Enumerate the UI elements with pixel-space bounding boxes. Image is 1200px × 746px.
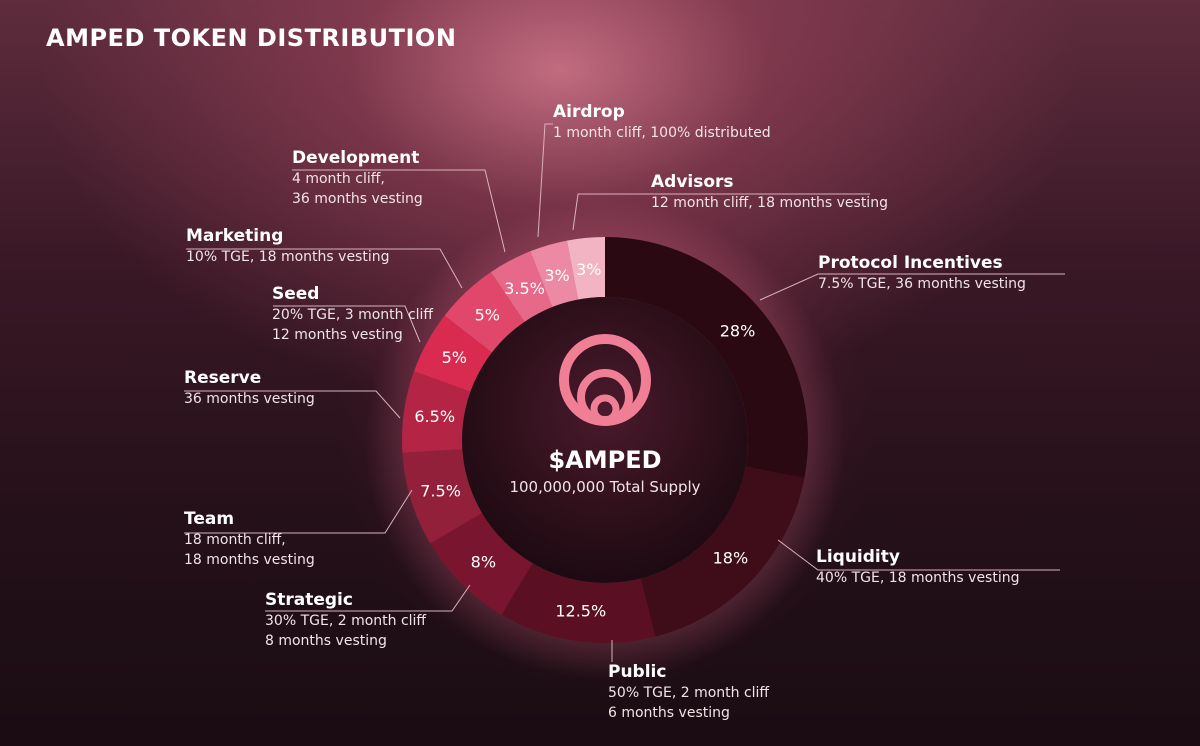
- slice-marketing: [444, 272, 525, 353]
- slice-desc: 36 months vesting: [184, 391, 315, 407]
- label-reserve: Reserve 36 months vesting: [184, 367, 315, 409]
- leader-line-strategic: [265, 584, 471, 612]
- label-seed: Seed 20% TGE, 3 month cliff 12 months ve…: [272, 283, 433, 345]
- label-protocol-incentives: Protocol Incentives 7.5% TGE, 36 months …: [818, 252, 1026, 294]
- slice-value-label: 12.5%: [555, 601, 606, 620]
- total-supply: 100,000,000 Total Supply: [509, 478, 701, 496]
- leader-line-marketing: [186, 248, 463, 289]
- label-team: Team 18 month cliff, 18 months vesting: [184, 508, 315, 570]
- slice-liquidity: [640, 466, 805, 637]
- slice-name: Marketing: [186, 226, 284, 246]
- leader-line-reserve: [184, 390, 401, 419]
- slice-desc: 12 months vesting: [272, 327, 403, 343]
- slice-name: Seed: [272, 284, 320, 304]
- slice-desc: 8 months vesting: [265, 633, 387, 649]
- donut-hole: [462, 297, 748, 583]
- slice-value-label: 3.5%: [504, 279, 545, 298]
- leader-line-protocol-incentives: [759, 273, 1065, 301]
- slice-team: [402, 448, 482, 544]
- label-strategic: Strategic 30% TGE, 2 month cliff 8 month…: [265, 589, 426, 651]
- slice-airdrop: [530, 240, 579, 308]
- slice-value-label: 3%: [544, 266, 569, 285]
- label-liquidity: Liquidity 40% TGE, 18 months vesting: [816, 546, 1020, 588]
- token-symbol: $AMPED: [548, 446, 662, 474]
- slice-value-label: 8%: [471, 553, 496, 572]
- slice-seed: [414, 315, 493, 392]
- leader-line-liquidity: [777, 539, 1060, 571]
- slice-name: Public: [608, 662, 667, 682]
- slice-desc: 10% TGE, 18 months vesting: [186, 249, 390, 265]
- slice-desc: 30% TGE, 2 month cliff: [265, 613, 427, 629]
- label-public: Public 50% TGE, 2 month cliff 6 months v…: [608, 661, 769, 723]
- slice-desc: 36 months vesting: [292, 191, 423, 207]
- label-marketing: Marketing 10% TGE, 18 months vesting: [186, 225, 390, 267]
- slice-name: Strategic: [265, 590, 353, 610]
- chart-title: AMPED TOKEN DISTRIBUTION: [46, 24, 457, 52]
- slice-name: Liquidity: [816, 547, 900, 567]
- slice-value-label: 5%: [475, 306, 500, 325]
- slice-value-label: 6.5%: [414, 407, 455, 426]
- slice-value-label: 3%: [576, 260, 601, 279]
- slice-name: Airdrop: [553, 102, 625, 122]
- slice-name: Protocol Incentives: [818, 253, 1003, 273]
- slice-desc: 1 month cliff, 100% distributed: [553, 125, 771, 141]
- slice-name: Advisors: [651, 172, 734, 192]
- slice-value-label: 28%: [720, 321, 756, 340]
- leader-line-advisors: [572, 193, 870, 231]
- slice-value-label: 7.5%: [420, 482, 461, 501]
- leader-line-airdrop: [537, 123, 553, 238]
- label-advisors: Advisors 12 month cliff, 18 months vesti…: [651, 171, 888, 213]
- slice-advisors: [566, 237, 605, 300]
- slice-reserve: [402, 371, 471, 453]
- slice-development: [490, 251, 553, 322]
- slice-desc: 40% TGE, 18 months vesting: [816, 570, 1020, 586]
- slice-name: Team: [184, 509, 235, 529]
- slice-desc: 7.5% TGE, 36 months vesting: [818, 276, 1026, 292]
- slice-desc: 18 month cliff,: [184, 532, 286, 548]
- slice-desc: 12 month cliff, 18 months vesting: [651, 195, 888, 211]
- amped-logo-icon: [559, 334, 651, 426]
- slice-value-label: 18%: [713, 549, 749, 568]
- leader-line-seed: [273, 305, 421, 343]
- slice-desc: 18 months vesting: [184, 552, 315, 568]
- slice-protocol-incentives: [605, 237, 808, 479]
- slice-desc: 4 month cliff,: [292, 171, 385, 187]
- label-development: Development 4 month cliff, 36 months ves…: [292, 147, 423, 209]
- slice-name: Reserve: [184, 368, 262, 388]
- slice-desc: 20% TGE, 3 month cliff: [272, 307, 434, 323]
- leader-line-team: [184, 489, 413, 534]
- slice-strategic: [430, 512, 533, 615]
- label-airdrop: Airdrop 1 month cliff, 100% distributed: [553, 101, 771, 143]
- slice-desc: 6 months vesting: [608, 705, 730, 721]
- slice-public: [501, 563, 656, 643]
- slice-desc: 50% TGE, 2 month cliff: [608, 685, 770, 701]
- slice-value-label: 5%: [442, 348, 467, 367]
- slice-name: Development: [292, 148, 420, 168]
- leader-line-development: [292, 169, 506, 253]
